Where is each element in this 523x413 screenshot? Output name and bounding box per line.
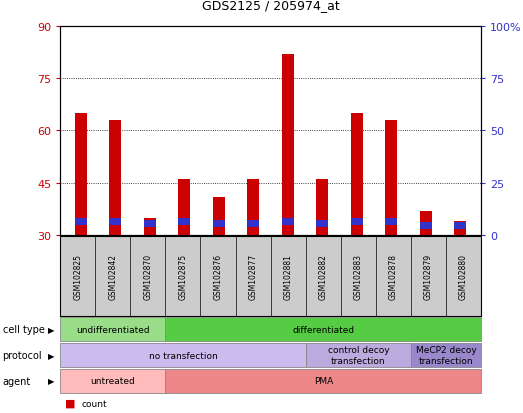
- Text: MeCP2 decoy
transfection: MeCP2 decoy transfection: [416, 346, 476, 365]
- Text: no transfection: no transfection: [149, 351, 218, 360]
- Bar: [144, 218, 156, 235]
- Text: GSM102882: GSM102882: [319, 253, 328, 299]
- Bar: [316, 221, 328, 227]
- Bar: [109, 121, 121, 235]
- Bar: [351, 114, 363, 235]
- Bar: [385, 219, 397, 225]
- Bar: [282, 219, 294, 225]
- Bar: [144, 221, 156, 227]
- Bar: [420, 211, 432, 235]
- Text: control decoy
transfection: control decoy transfection: [327, 346, 389, 365]
- Bar: [282, 55, 294, 235]
- Text: GSM102875: GSM102875: [178, 253, 187, 299]
- Text: count: count: [81, 399, 107, 408]
- Text: GDS2125 / 205974_at: GDS2125 / 205974_at: [202, 0, 339, 12]
- Bar: [213, 221, 225, 227]
- Text: GSM102842: GSM102842: [108, 253, 117, 299]
- Text: GSM102825: GSM102825: [73, 253, 82, 299]
- Text: differentiated: differentiated: [292, 325, 355, 334]
- Text: cell type: cell type: [3, 325, 44, 335]
- Bar: [420, 223, 432, 229]
- Bar: [178, 180, 190, 235]
- Text: GSM102877: GSM102877: [248, 253, 258, 299]
- Text: agent: agent: [3, 376, 31, 386]
- Text: GSM102880: GSM102880: [459, 253, 468, 299]
- Text: GSM102883: GSM102883: [354, 253, 363, 299]
- Bar: [454, 221, 467, 235]
- Bar: [247, 221, 259, 227]
- Bar: [213, 197, 225, 235]
- Text: untreated: untreated: [90, 376, 135, 385]
- Bar: [385, 121, 397, 235]
- Bar: [316, 180, 328, 235]
- Text: ▶: ▶: [48, 351, 54, 360]
- Bar: [351, 219, 363, 225]
- Bar: [75, 114, 87, 235]
- Text: ▶: ▶: [48, 325, 54, 334]
- Text: ▶: ▶: [48, 376, 54, 385]
- Bar: [247, 180, 259, 235]
- Bar: [109, 219, 121, 225]
- Text: protocol: protocol: [3, 350, 42, 360]
- Text: ■: ■: [65, 398, 76, 408]
- Bar: [454, 223, 467, 229]
- Text: GSM102881: GSM102881: [283, 253, 293, 299]
- Bar: [178, 219, 190, 225]
- Text: GSM102876: GSM102876: [213, 253, 222, 299]
- Bar: [75, 219, 87, 225]
- Text: undifferentiated: undifferentiated: [76, 325, 150, 334]
- Text: GSM102879: GSM102879: [424, 253, 433, 299]
- Text: PMA: PMA: [314, 376, 333, 385]
- Text: GSM102870: GSM102870: [143, 253, 152, 299]
- Text: GSM102878: GSM102878: [389, 253, 398, 299]
